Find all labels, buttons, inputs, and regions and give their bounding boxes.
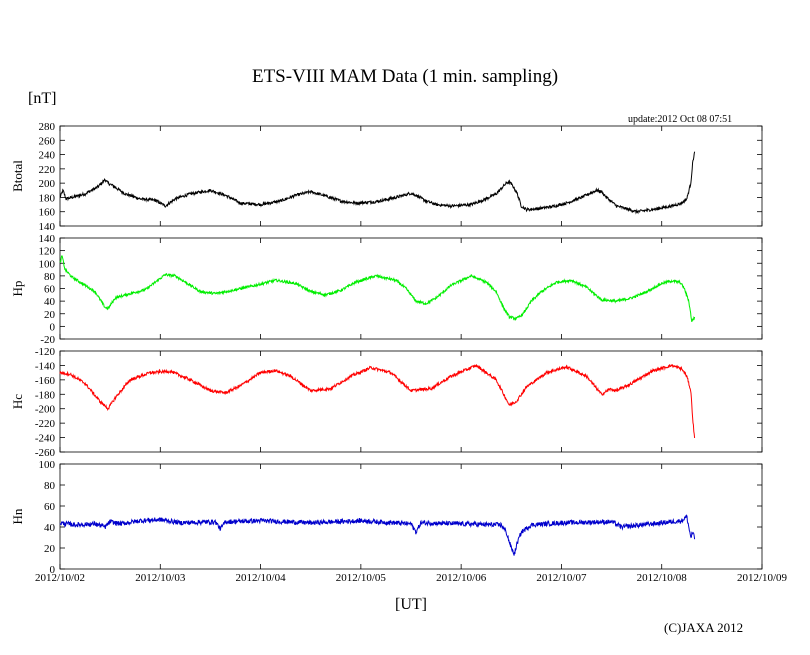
series-line-hp [59, 255, 696, 323]
y-axis-label-btotal: Btotal [10, 160, 25, 192]
y-tick-label: 20 [44, 309, 56, 321]
y-tick-label: -160 [35, 375, 56, 387]
series-line-btotal [59, 151, 696, 215]
y-tick-label: 60 [44, 284, 56, 296]
x-tick-label: 2012/10/03 [135, 572, 186, 584]
unit-label: [nT] [28, 90, 57, 107]
y-tick-label: 0 [50, 564, 56, 576]
x-tick-label: 2012/10/07 [536, 572, 587, 584]
y-tick-label: -200 [35, 404, 56, 416]
panel-frame-hn [59, 463, 763, 570]
y-tick-label: 80 [44, 480, 56, 492]
x-tick-label: 2012/10/02 [35, 572, 85, 584]
y-tick-label: 240 [39, 150, 56, 162]
panel-frame-hc [59, 350, 763, 453]
y-tick-label: 100 [39, 258, 56, 270]
y-tick-label: -180 [35, 389, 56, 401]
y-tick-label: -20 [40, 334, 55, 346]
copyright-credit: (C)JAXA 2012 [664, 620, 744, 635]
y-tick-label: -120 [35, 346, 56, 358]
y-tick-label: 280 [39, 121, 56, 133]
y-tick-label: 20 [44, 543, 56, 555]
y-tick-label: 40 [44, 296, 56, 308]
x-axis-label: [UT] [395, 596, 427, 613]
y-tick-label: 200 [39, 178, 56, 190]
y-tick-label: 140 [39, 221, 56, 233]
x-tick-label: 2012/10/06 [436, 572, 487, 584]
y-axis-label-hn: Hn [10, 508, 25, 524]
y-axis-label-hc: Hc [10, 394, 25, 409]
y-axis-label-hp: Hp [10, 281, 25, 297]
y-tick-label: 180 [39, 192, 56, 204]
y-tick-label: -240 [35, 433, 56, 445]
y-tick-label: 40 [44, 522, 56, 534]
update-timestamp: update:2012 Oct 08 07:51 [628, 114, 733, 125]
y-tick-label: 100 [39, 459, 56, 471]
y-tick-label: 260 [39, 135, 56, 147]
y-tick-label: 220 [39, 164, 56, 176]
x-tick-label: 2012/10/09 [737, 572, 788, 584]
y-tick-label: -220 [35, 418, 56, 430]
panel-frame-hp [59, 237, 763, 340]
x-tick-label: 2012/10/05 [336, 572, 387, 584]
y-tick-label: 160 [39, 207, 56, 219]
y-tick-label: -260 [35, 447, 56, 459]
chart-title: ETS-VIII MAM Data (1 min. sampling) [251, 66, 559, 87]
y-tick-label: 60 [44, 501, 56, 513]
y-tick-label: 120 [39, 246, 56, 258]
series-line-hn [59, 514, 696, 556]
panel-frame-btotal [59, 125, 763, 227]
y-tick-label: 140 [39, 233, 56, 245]
x-tick-label: 2012/10/08 [637, 572, 688, 584]
y-tick-label: 0 [50, 321, 56, 333]
series-line-hc [59, 363, 696, 439]
x-tick-label: 2012/10/04 [236, 572, 287, 584]
y-tick-label: -140 [35, 360, 56, 372]
y-tick-label: 80 [44, 271, 56, 283]
